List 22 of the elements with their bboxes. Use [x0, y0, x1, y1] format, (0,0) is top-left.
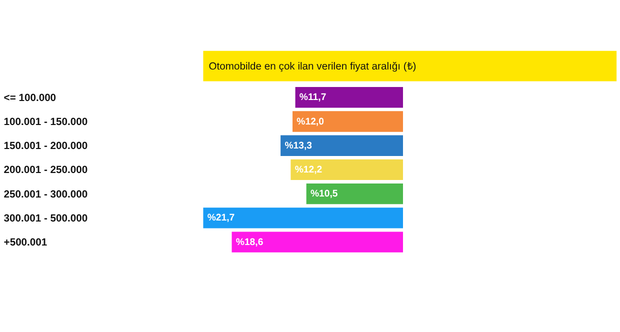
data-label: %12,0 — [296, 116, 324, 128]
chart-title: Otomobilde en çok ilan verilen fiyat aralığı (₺) — [208, 61, 416, 72]
bar — [232, 232, 403, 252]
y-tick-label: <= 100.000 — [4, 92, 56, 104]
data-label: %11,7 — [299, 92, 326, 104]
bar — [295, 87, 403, 108]
bar — [290, 159, 403, 180]
y-tick-label: 250.001 - 300.000 — [4, 189, 88, 200]
bar — [292, 111, 403, 132]
data-label: %12,2 — [294, 164, 322, 176]
y-tick-label: 150.001 - 200.000 — [4, 141, 88, 152]
data-label: %21,7 — [207, 212, 235, 224]
data-label: %13,3 — [284, 140, 312, 152]
data-label: %18,6 — [236, 236, 264, 248]
y-tick-label: 100.001 - 150.000 — [4, 116, 88, 128]
bar — [203, 208, 403, 228]
y-tick-label: 300.001 - 500.000 — [4, 213, 88, 224]
y-tick-label: +500.001 — [4, 238, 48, 248]
bar — [306, 184, 403, 204]
bar — [280, 135, 403, 156]
data-label: %10,5 — [310, 188, 338, 200]
y-tick-label: 200.001 - 250.000 — [4, 165, 88, 176]
